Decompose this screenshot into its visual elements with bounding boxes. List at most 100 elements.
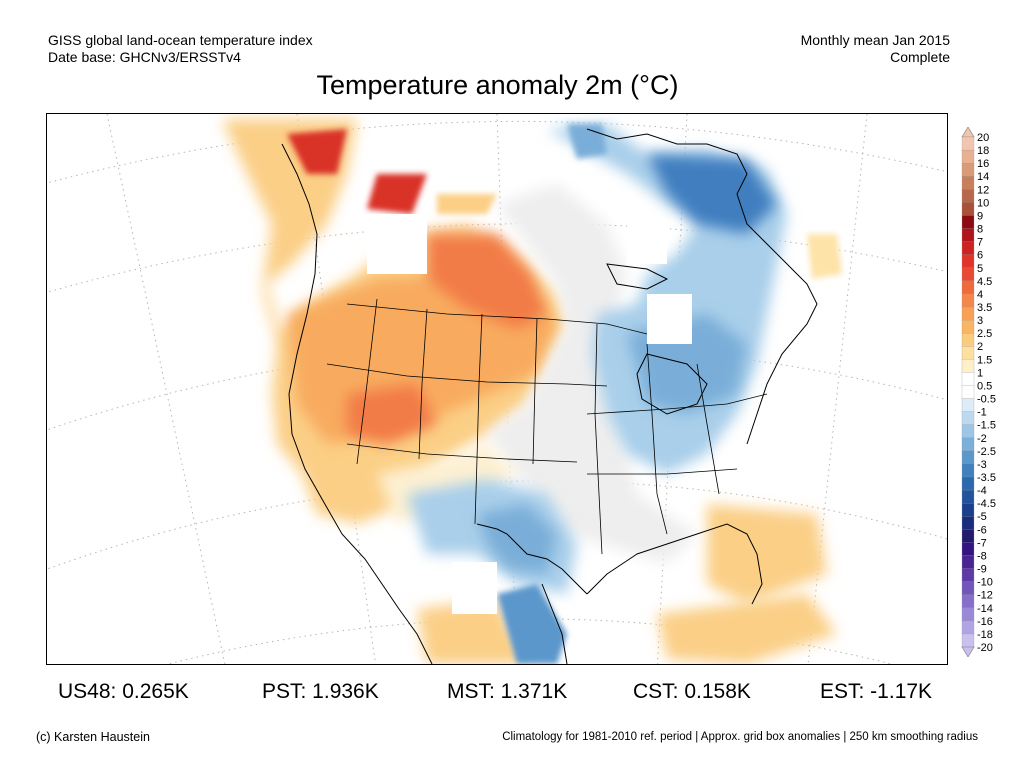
colorbar-tick-label: 4.5 [977, 276, 992, 288]
colorbar-swatch [961, 424, 975, 439]
colorbar-tick-label: -5 [977, 511, 987, 523]
colorbar-swatch [961, 437, 975, 452]
colorbar-tick-label: 3 [977, 315, 983, 327]
colorbar-swatch [961, 607, 975, 622]
colorbar-swatch [961, 398, 975, 413]
colorbar-tick-label: 2 [977, 341, 983, 353]
coastlines [281, 128, 818, 664]
map-title: Temperature anomaly 2m (°C) [316, 70, 679, 100]
stat-pst: PST: 1.936K [262, 680, 379, 703]
stat-mst: MST: 1.371K [447, 680, 568, 703]
colorbar-tick-label: -9 [977, 564, 987, 576]
colorbar-arrow-bottom [961, 646, 975, 657]
colorbar-tick-label: -20 [977, 642, 993, 654]
colorbar-swatch [961, 581, 975, 596]
colorbar-tick-label: 16 [977, 158, 989, 170]
colorbar-swatch [961, 254, 975, 269]
colorbar-swatch [961, 136, 975, 151]
colorbar-swatch [961, 633, 975, 648]
colorbar-swatch [961, 463, 975, 478]
colorbar-swatch [961, 476, 975, 491]
colorbar-tick-label: -6 [977, 524, 987, 536]
colorbar-swatch [961, 215, 975, 230]
colorbar-swatch [961, 267, 975, 282]
colorbar-swatch [961, 555, 975, 570]
colorbar-swatch [961, 189, 975, 203]
regional-stats: US48: 0.265K PST: 1.936K MST: 1.371K CST… [0, 680, 1024, 706]
copyright: (c) Karsten Haustein [36, 730, 150, 744]
period-label: Monthly mean Jan 2015 [800, 32, 950, 48]
colorbar-swatch [961, 176, 975, 190]
colorbar-swatch [961, 620, 975, 635]
colorbar-swatch [961, 489, 975, 504]
colorbar-swatch [961, 542, 975, 557]
colorbar-tick-label: -16 [977, 616, 993, 628]
colorbar-swatch [961, 372, 975, 387]
colorbar-tick-label: 5 [977, 263, 983, 275]
map-canvas [47, 114, 947, 664]
colorbar-tick-label: -4 [977, 485, 987, 497]
colorbar-tick-label: 14 [977, 171, 989, 183]
colorbar-swatch [961, 359, 975, 373]
colorbar-swatch [961, 503, 975, 517]
colorbar-swatch [961, 163, 975, 177]
colorbar-tick-label: -3.5 [977, 472, 996, 484]
stat-us48: US48: 0.265K [58, 680, 189, 703]
colorbar-tick-label: 0.5 [977, 380, 992, 392]
colorbar-swatch [961, 333, 975, 347]
colorbar-tick-label: -1 [977, 407, 987, 419]
stat-est: EST: -1.17K [820, 680, 933, 703]
colorbar-tick-label: 8 [977, 224, 983, 236]
colorbar-tick-label: 18 [977, 145, 989, 157]
database-name: Date base: GHCNv3/ERSSTv4 [48, 49, 241, 65]
colorbar-tick-label: 3.5 [977, 302, 992, 314]
colorbar-tick-label: -2 [977, 433, 987, 445]
colorbar-tick-label: 10 [977, 197, 989, 209]
colorbar-tick-label: 1 [977, 367, 983, 379]
colorbar-swatch [961, 149, 975, 164]
header-right: Monthly mean Jan 2015 Complete [801, 32, 950, 66]
colorbar-tick-label: 6 [977, 250, 983, 262]
colorbar-swatch [961, 319, 975, 334]
method-note: Climatology for 1981-2010 ref. period | … [502, 731, 978, 743]
colorbar-tick-label: -12 [977, 590, 993, 602]
colorbar-swatch [961, 450, 975, 465]
colorbar-tick-label: 2.5 [977, 328, 992, 340]
colorbar-swatch [961, 293, 975, 308]
colorbar-swatch [961, 385, 975, 400]
colorbar-tick-label: 1.5 [977, 354, 992, 366]
colorbar-tick-label: -1.5 [977, 420, 996, 432]
missing-data-areas [367, 214, 692, 614]
colorbar-tick-label: 9 [977, 210, 983, 222]
colorbar-tick-label: 7 [977, 237, 983, 249]
colorbar-swatch [961, 280, 975, 295]
colorbar-tick-label: -7 [977, 537, 987, 549]
colorbar-tick-label: 20 [977, 132, 989, 144]
colorbar-swatch [961, 594, 975, 609]
colorbar-tick-label: 4 [977, 289, 983, 301]
anomaly-map [46, 113, 948, 665]
completeness-label: Complete [890, 49, 950, 65]
colorbar-tick-label: -10 [977, 577, 993, 589]
header-left: GISS global land-ocean temperature index… [48, 32, 313, 66]
colorbar-tick-label: 12 [977, 184, 989, 196]
colorbar-swatch [961, 202, 975, 217]
colorbar-swatch [961, 241, 975, 256]
colorbar-swatch [961, 516, 975, 530]
index-name: GISS global land-ocean temperature index [48, 32, 313, 48]
colorbar-tick-label: -14 [977, 603, 993, 615]
stat-cst: CST: 0.158K [633, 680, 751, 703]
political-borders [326, 298, 768, 555]
colorbar-swatch [961, 411, 975, 426]
colorbar-tick-label: -2.5 [977, 446, 996, 458]
colorbar-tick-label: -8 [977, 550, 987, 562]
colorbar-tick-label: -0.5 [977, 394, 996, 406]
colorbar-tick-label: -3 [977, 459, 987, 471]
colorbar-arrow-top [961, 127, 975, 138]
colorbar-tick-label: -4.5 [977, 498, 996, 510]
colorbar-swatch [961, 306, 975, 321]
colorbar-swatch [961, 346, 975, 360]
colorbar-swatch [961, 568, 975, 583]
colorbar-tick-label: -18 [977, 629, 993, 641]
